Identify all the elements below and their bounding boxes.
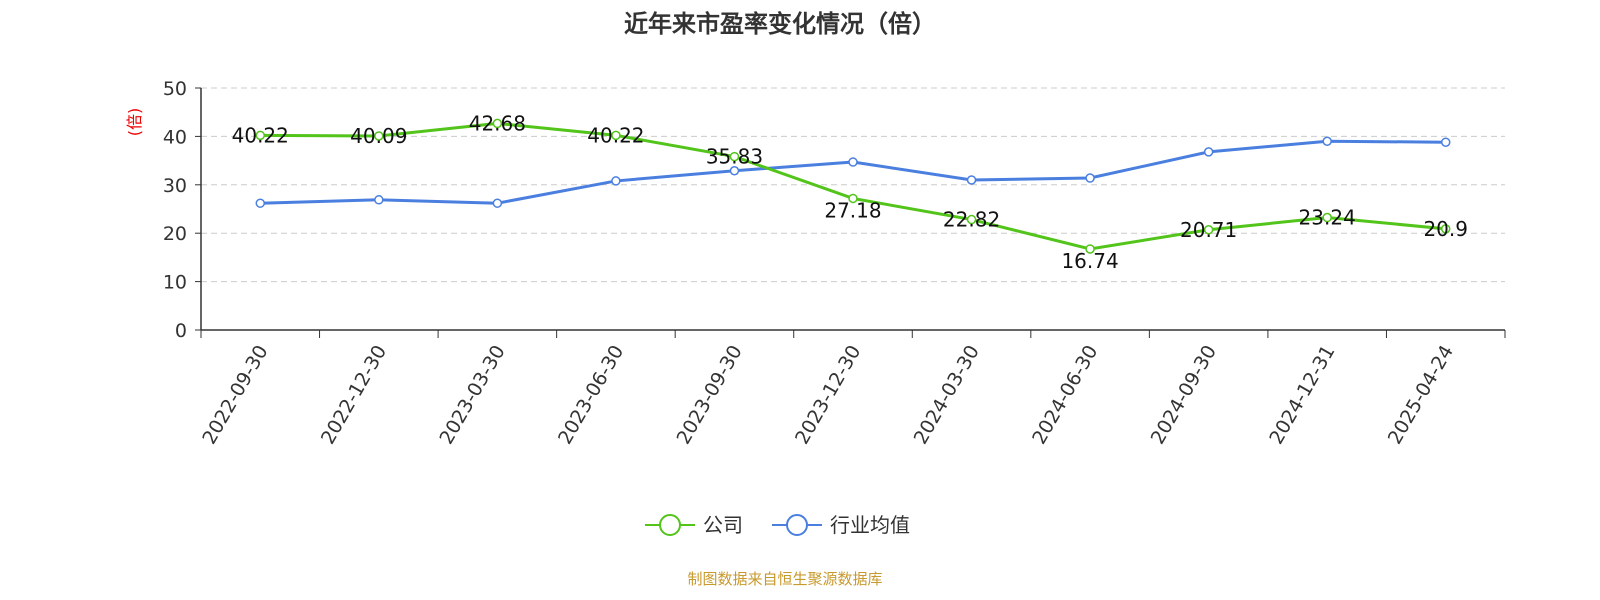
data-label: 35.83 [706, 145, 763, 169]
y-axis-label: (倍) [125, 108, 144, 137]
legend-label: 行业均值 [830, 513, 910, 537]
x-tick-label: 2023-09-30 [673, 342, 747, 449]
x-tick-label: 2024-03-30 [910, 341, 984, 448]
data-label: 40.09 [350, 124, 407, 148]
data-point [729, 166, 740, 176]
data-point [1085, 173, 1095, 183]
data-point [1440, 137, 1451, 147]
y-tick-label: 50 [163, 78, 187, 100]
data-point [1322, 212, 1332, 223]
data-point [492, 198, 503, 208]
data-point [1085, 244, 1095, 254]
data-point [255, 198, 266, 208]
x-tick-label: 2023-03-30 [435, 342, 509, 449]
x-tick-label: 2022-09-30 [198, 342, 272, 449]
series-line-company [260, 121, 1446, 251]
data-label: 20.9 [1423, 217, 1468, 241]
data-point [848, 157, 858, 167]
x-tick-label: 2024-09-30 [1147, 342, 1221, 449]
data-point [611, 130, 621, 141]
data-point [492, 118, 503, 129]
data-source: 制图数据来自恒生聚源数据库 [687, 570, 882, 588]
data-label: 20.71 [1180, 218, 1237, 242]
data-point [966, 175, 977, 185]
x-tick-label: 2024-06-30 [1028, 342, 1102, 449]
data-label: 16.74 [1061, 249, 1118, 273]
y-tick-label: 0 [175, 320, 187, 342]
data-point [1203, 147, 1214, 157]
data-label: 22.82 [943, 208, 1000, 232]
y-tick-label: 30 [163, 175, 187, 197]
x-tick-label: 2023-12-30 [791, 342, 865, 449]
data-label: 40.22 [587, 123, 644, 147]
x-tick-label: 2023-06-30 [554, 342, 628, 449]
legend-marker-icon [659, 514, 681, 536]
chart-title: 近年来市盈率变化情况（倍） [624, 10, 936, 38]
data-point [1440, 224, 1451, 234]
data-label: 40.22 [232, 123, 289, 147]
data-label: 23.24 [1299, 206, 1356, 230]
data-point [848, 193, 858, 204]
data-point [374, 195, 384, 205]
legend-label: 公司 [703, 513, 743, 537]
x-tick-label: 2025-04-24 [1384, 342, 1458, 449]
data-point [611, 176, 621, 186]
legend-marker-icon [786, 514, 808, 536]
data-point [374, 131, 384, 141]
y-tick-label: 20 [163, 223, 187, 245]
data-point [255, 130, 266, 141]
y-tick-label: 40 [163, 126, 187, 148]
data-point [1322, 136, 1332, 146]
x-tick-label: 2022-12-30 [317, 342, 391, 449]
data-point [966, 214, 977, 225]
data-point [1203, 225, 1214, 235]
data-label: 42.68 [469, 111, 526, 135]
data-point [729, 151, 740, 162]
data-label: 27.18 [824, 198, 881, 222]
x-tick-label: 2024-12-31 [1265, 342, 1339, 449]
y-tick-label: 10 [163, 272, 187, 294]
